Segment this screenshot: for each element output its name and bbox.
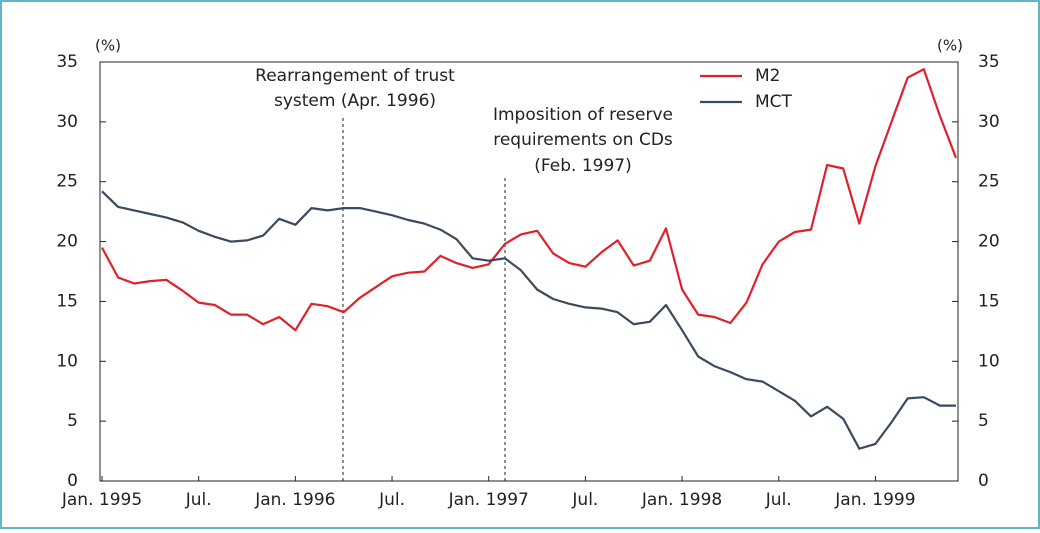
legend-label: M2 bbox=[755, 66, 780, 86]
annotation: system (Apr. 1996) bbox=[274, 91, 436, 111]
x-tick-label: Jan. 1998 bbox=[641, 490, 722, 510]
y2-tick-label: 30 bbox=[978, 112, 1000, 132]
x-tick-label: Jul. bbox=[765, 490, 792, 510]
y2-tick-label: 35 bbox=[978, 52, 1000, 72]
y-tick-label: 0 bbox=[67, 471, 78, 491]
y2-tick-label: 15 bbox=[978, 291, 1000, 311]
y2-tick-label: 5 bbox=[978, 411, 989, 431]
x-tick-label: Jan. 1996 bbox=[254, 490, 335, 510]
y-unit-right: (%) bbox=[937, 37, 963, 55]
y-tick-label: 5 bbox=[67, 411, 78, 431]
annotation: Imposition of reserve bbox=[493, 105, 673, 125]
y2-tick-label: 0 bbox=[978, 471, 989, 491]
series-line bbox=[101, 68, 958, 332]
y-tick-label: 30 bbox=[56, 112, 78, 132]
annotation: requirements on CDs bbox=[493, 130, 673, 150]
x-tick-label: Jul. bbox=[185, 490, 212, 510]
legend-label: MCT bbox=[755, 92, 793, 112]
plot-frame bbox=[99, 61, 959, 482]
annotation: Rearrangement of trust bbox=[255, 66, 455, 86]
y-tick-label: 20 bbox=[56, 232, 78, 252]
y-tick-label: 35 bbox=[56, 52, 78, 72]
y-tick-label: 25 bbox=[56, 172, 78, 192]
x-tick-label: Jan. 1995 bbox=[61, 490, 142, 510]
y2-tick-label: 20 bbox=[978, 232, 1000, 252]
x-tick-label: Jan. 1997 bbox=[448, 490, 529, 510]
x-tick-label: Jul. bbox=[571, 490, 598, 510]
series-line bbox=[101, 190, 956, 450]
y-tick-label: 10 bbox=[56, 351, 78, 371]
y-tick-label: 15 bbox=[56, 291, 78, 311]
y2-tick-label: 25 bbox=[978, 172, 1000, 192]
y-unit-left: (%) bbox=[95, 37, 121, 55]
x-tick-label: Jul. bbox=[378, 490, 405, 510]
annotation: (Feb. 1997) bbox=[534, 156, 631, 176]
x-tick-label: Jan. 1999 bbox=[834, 490, 915, 510]
y2-tick-label: 10 bbox=[978, 351, 1000, 371]
